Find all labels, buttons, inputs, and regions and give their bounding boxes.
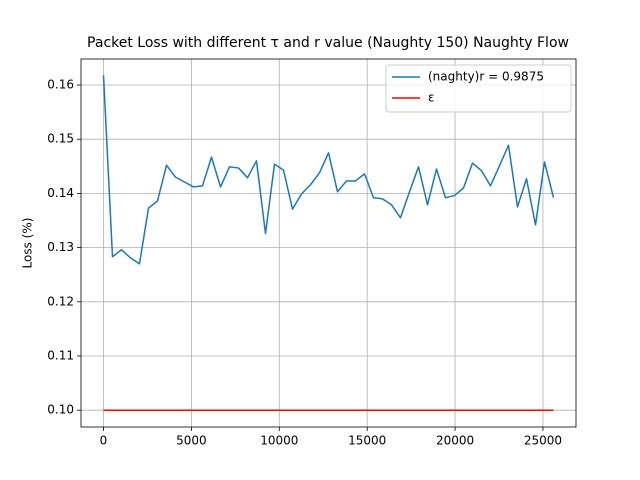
chart-title: Packet Loss with different τ and r value… xyxy=(87,35,569,51)
legend-label: (naghty)r = 0.9875 xyxy=(428,70,544,84)
x-tick-label: 5000 xyxy=(176,434,207,448)
x-tick-label: 10000 xyxy=(260,434,298,448)
y-tick-label: 0.14 xyxy=(47,186,74,200)
y-tick-label: 0.10 xyxy=(47,403,74,417)
y-axis-label: Loss (%) xyxy=(21,218,35,269)
x-tick-label: 0 xyxy=(100,434,108,448)
y-tick-label: 0.12 xyxy=(47,294,74,308)
y-tick-label: 0.11 xyxy=(47,349,74,363)
axes-frame xyxy=(80,58,577,428)
y-tick-label: 0.16 xyxy=(47,78,74,92)
data-line xyxy=(102,75,555,265)
y-tick-label: 0.15 xyxy=(47,132,74,146)
x-tick-label: 25000 xyxy=(524,434,562,448)
x-tick-label: 20000 xyxy=(436,434,474,448)
legend-box xyxy=(385,64,572,113)
y-tick-label: 0.13 xyxy=(47,240,74,254)
x-tick-label: 15000 xyxy=(348,434,386,448)
legend-label: ε xyxy=(428,91,435,105)
